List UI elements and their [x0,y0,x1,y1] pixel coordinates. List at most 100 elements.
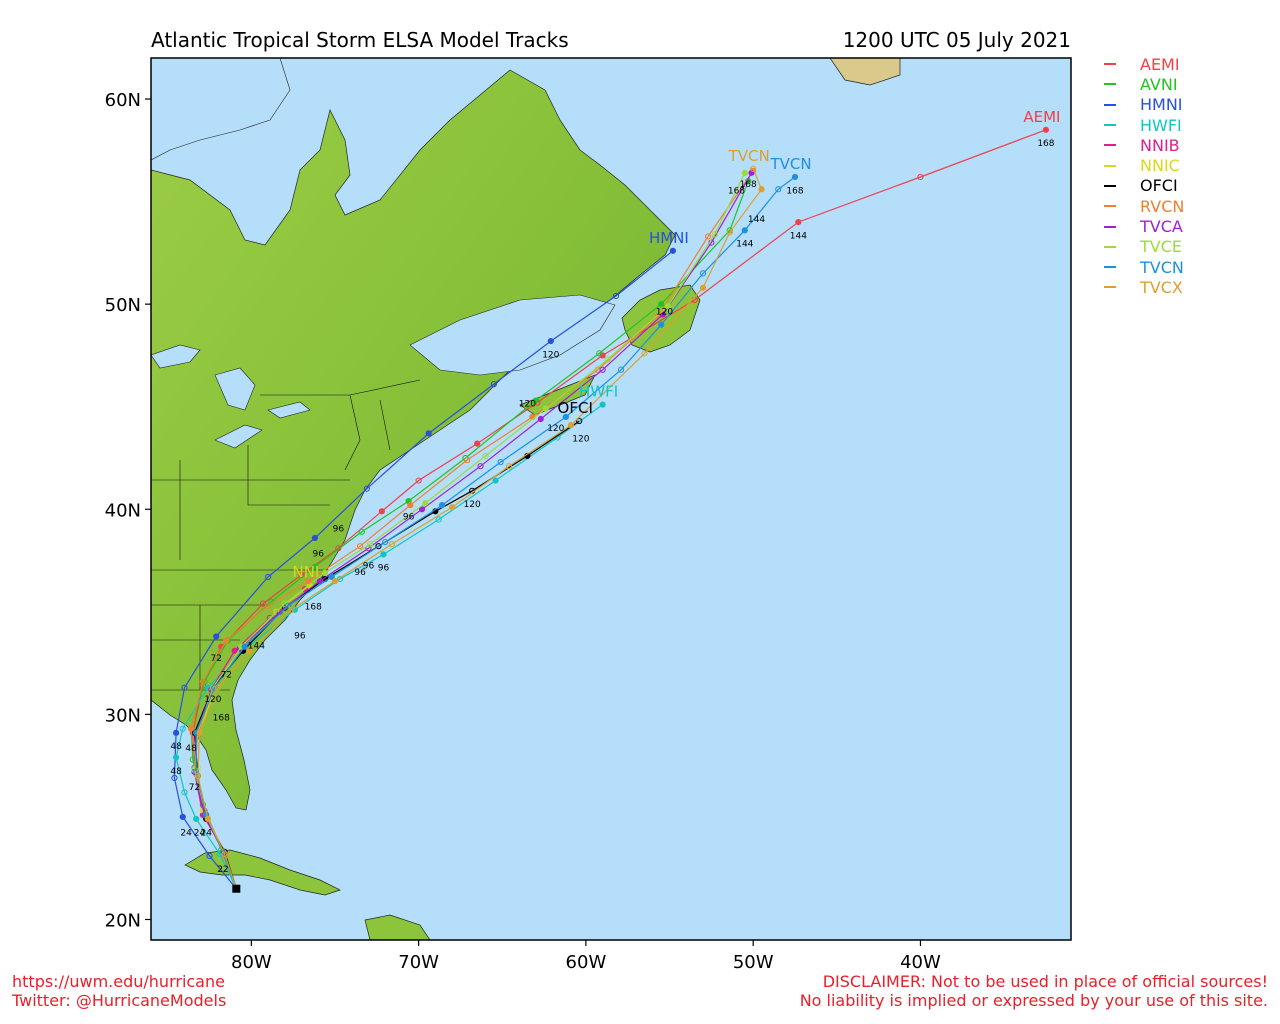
forecast-hour-label: 120 [547,424,564,434]
track-point [658,321,665,328]
track-point [492,477,499,484]
track-point [199,678,206,685]
track-end-label: HWFI [579,383,618,401]
footer-url[interactable]: https://uwm.edu/hurricane [12,972,225,991]
footer-disclaimer: DISCLAIMER: Not to be used in place of o… [800,972,1268,1010]
track-point [435,516,442,523]
track-point [328,573,335,581]
track-point [482,452,489,460]
track-point [356,543,364,550]
track-point [221,850,228,857]
forecast-hour-label: 72 [221,670,232,680]
track-point [741,169,748,176]
forecast-hour-label: 96 [363,562,375,572]
legend-swatch [1104,286,1116,289]
track-end-label: TVCN [728,147,770,165]
legend-item-tvcn: TVCN [1104,257,1184,277]
track-point [617,366,625,373]
forecast-hour-label: 120 [464,500,481,510]
track-point [596,350,603,357]
forecast-hour-label: 24 [180,828,192,838]
track-point [612,292,620,300]
legend-swatch [1104,124,1116,127]
track-point [388,541,395,548]
track-point [562,413,569,421]
legend-label: TVCA [1140,217,1183,237]
track-point [206,852,213,860]
lake-superior [151,344,201,369]
track-line [197,168,763,889]
track-point [181,684,188,691]
track-point [259,600,267,607]
track-point [331,577,339,585]
track-point [1042,126,1050,133]
track-point [699,284,707,291]
track-end-label: AEMI [1023,108,1060,126]
track-point [775,186,782,193]
track-point [367,541,374,548]
track-end-label: NNI [292,563,319,581]
lon-tick-label: 60W [566,952,607,973]
legend-item-ofci: OFCI [1104,176,1184,196]
lon-tick-label: 40W [900,952,941,973]
forecast-hour-label: 96 [333,525,345,535]
track-labels: AEMI 144 168 96 HMNI 48 120 HWFI 48 96 NNI OFCI 24 12… [170,108,1060,875]
lat-tick-label: 20N [105,910,141,931]
legend-item-hwfi: HWFI [1104,115,1184,135]
forecast-hour-label: 48 [170,767,182,777]
legend-label: AVNI [1140,74,1178,94]
track-point [669,247,676,254]
track-end-label: OFCI [558,399,593,417]
lake-ontario [267,401,311,419]
track-point [223,637,230,644]
disclaimer-line-2: No liability is implied or expressed by … [799,991,1268,1010]
track-point [171,774,178,782]
track-point [599,401,606,408]
map-frame [150,57,1072,941]
lon-tick-label: 80W [231,952,272,973]
forecast-hour-label: 22 [217,865,228,875]
track-point [542,405,549,412]
track-point [213,633,220,640]
track-point [264,602,272,609]
storm-position-marker [232,884,241,893]
track-point [194,772,201,780]
track-point [795,218,802,226]
track-point [211,684,218,691]
track-point [664,303,671,310]
legend-swatch [1104,245,1116,248]
track-point [316,577,324,585]
forecast-hour-label: 144 [790,231,807,241]
forecast-hour-label: 96 [403,512,415,522]
track-point [659,311,666,318]
legend-item-nnic: NNIC [1104,155,1184,175]
track-point [193,815,200,823]
legend-label: TVCX [1140,277,1183,297]
track-line [195,176,796,889]
axes: 20N 30N 40N 50N 60N 80W 70W 60W 50W 40W [105,90,941,973]
forecast-hour-label: 168 [740,180,757,190]
forecast-hour-label: 120 [656,307,673,317]
disclaimer-line-1: DISCLAIMER: Not to be used in place of o… [822,972,1268,991]
track-point [917,173,924,181]
legend: AEMI AVNI HMNI HWFI NNIB NNIC OFCI RVCN TVCA TVCE… [1104,54,1184,298]
track-point [547,337,554,345]
legend-label: AEMI [1140,54,1180,74]
model-tracks [171,126,1050,893]
gulf-st-lawrence [409,294,616,376]
track-point [204,815,211,823]
track-point [305,577,312,585]
track-point [179,725,186,732]
track-point [363,485,370,492]
forecast-hour-label: 72 [211,654,222,664]
lake-erie [214,424,263,449]
lake-huron [214,367,256,411]
track-point [422,500,429,507]
legend-swatch [1104,83,1116,86]
track-point [418,506,426,513]
legend-label: TVCE [1140,237,1182,257]
track-point [532,397,539,404]
legend-swatch [1104,266,1116,269]
track-point [172,729,180,736]
forecast-hour-label: 144 [248,642,265,652]
